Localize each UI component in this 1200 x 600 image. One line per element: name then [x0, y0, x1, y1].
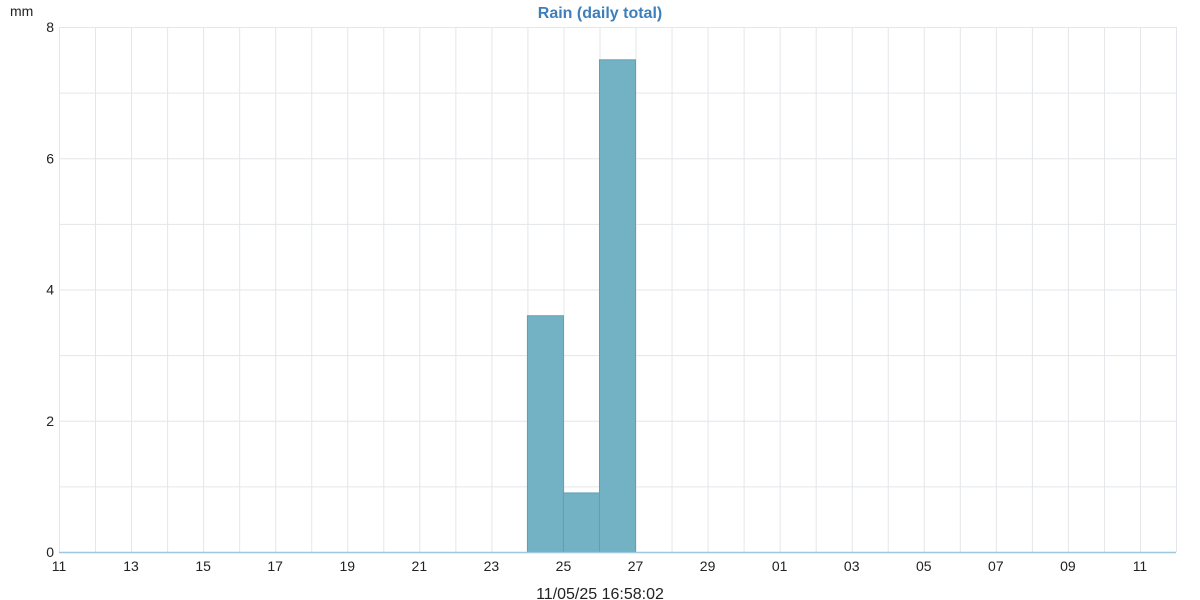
- y-tick-label: 0: [46, 544, 54, 560]
- x-tick-label: 29: [700, 558, 716, 574]
- bar-day-25: [562, 492, 600, 553]
- x-tick-label: 07: [988, 558, 1004, 574]
- x-tick-label: 15: [195, 558, 211, 574]
- x-tick-label: 23: [484, 558, 500, 574]
- y-tick-label: 8: [46, 19, 54, 35]
- x-tick-label: 11: [1133, 558, 1148, 574]
- x-tick-label: 03: [844, 558, 860, 574]
- x-tick-label: 13: [123, 558, 139, 574]
- bars: [526, 59, 637, 553]
- chart-title: Rain (daily total): [538, 5, 662, 22]
- y-tick-label: 2: [46, 413, 54, 429]
- bar-day-24: [526, 315, 564, 553]
- x-tick-label: 27: [628, 558, 644, 574]
- x-tick-label: 09: [1060, 558, 1076, 574]
- x-tick-label: 01: [772, 558, 788, 574]
- bar-day-26: [598, 59, 637, 553]
- axes: 0 2 4 6 8 11 13 15 17 19 21 23 25 27 29 01 03 05 07 09 11: [46, 19, 1176, 574]
- timestamp-label: 11/05/25 16:58:02: [536, 586, 664, 600]
- y-tick-label: 6: [46, 150, 54, 166]
- x-tick-label: 19: [339, 558, 355, 574]
- x-tick-label: 25: [556, 558, 572, 574]
- y-axis-unit: mm: [10, 3, 33, 19]
- x-tick-label: 05: [916, 558, 932, 574]
- x-tick-label: 21: [412, 558, 428, 574]
- x-tick-label: 11: [52, 558, 67, 574]
- y-tick-label: 4: [46, 282, 54, 298]
- x-tick-label: 17: [267, 558, 283, 574]
